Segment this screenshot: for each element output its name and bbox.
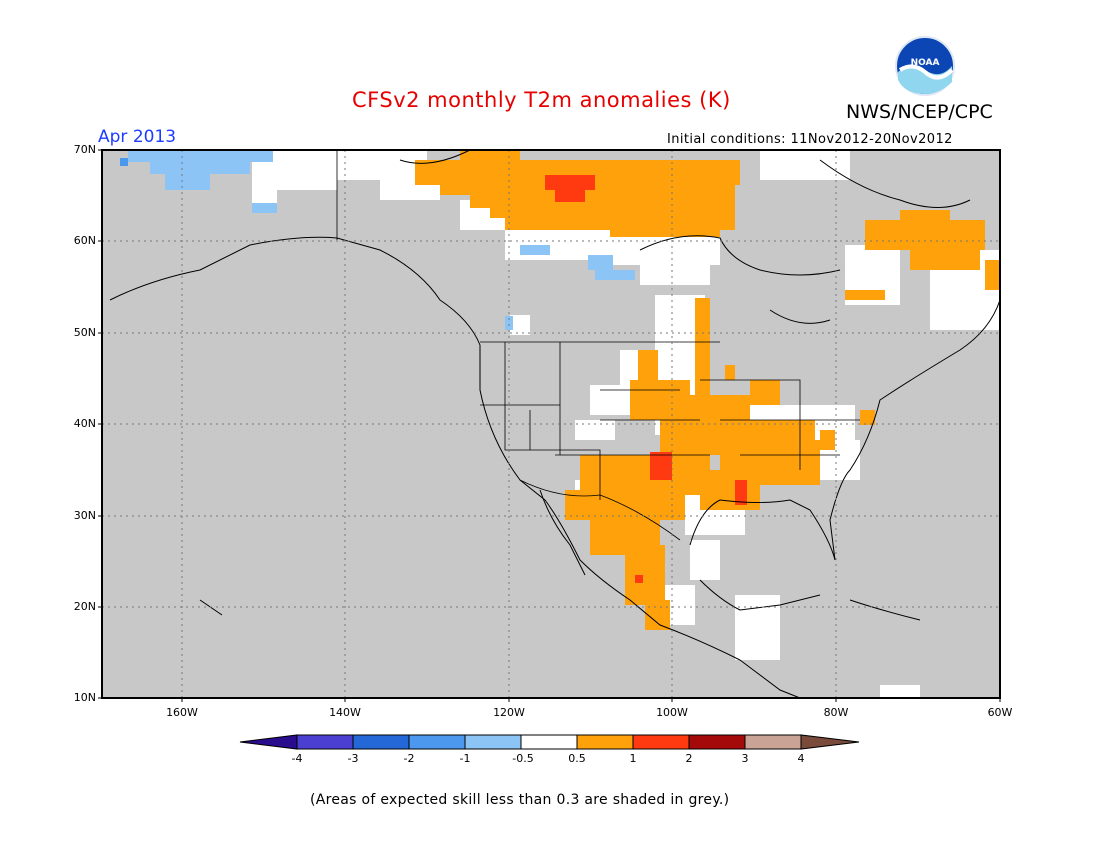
- colorbar-label: 1: [629, 752, 637, 765]
- lat-label: 20N: [73, 600, 96, 613]
- colorbar-label: -2: [403, 752, 415, 765]
- colorbar-swatch: [576, 734, 634, 750]
- lat-label: 70N: [73, 143, 96, 156]
- colorbar-swatch: [520, 734, 578, 750]
- colorbar-label: 0.5: [568, 752, 586, 765]
- lat-label: 30N: [73, 509, 96, 522]
- lat-label: 60N: [73, 234, 96, 247]
- noaa-logo-text: NOAA: [911, 58, 940, 68]
- chart-title: CFSv2 monthly T2m anomalies (K): [352, 88, 731, 112]
- coastlines: [109, 149, 1001, 699]
- initial-conditions: Initial conditions: 11Nov2012-20Nov2012: [667, 132, 953, 147]
- lon-label: 120W: [493, 706, 525, 719]
- lon-label: 160W: [166, 706, 198, 719]
- lon-label: 140W: [329, 706, 361, 719]
- colorbar-swatch: [296, 734, 354, 750]
- colorbar-label: 3: [741, 752, 749, 765]
- cool-anomaly-regions: [128, 150, 635, 330]
- cool-anomaly-cell: [120, 158, 128, 166]
- skill-footnote: (Areas of expected skill less than 0.3 a…: [310, 792, 730, 808]
- colorbar-swatch: [744, 734, 802, 750]
- graticule: [102, 150, 1000, 698]
- colorbar-swatch: [352, 734, 410, 750]
- colorbar-label: 2: [685, 752, 693, 765]
- lat-label: 10N: [73, 691, 96, 704]
- colorbar-swatch: [408, 734, 466, 750]
- colorbar-label: -3: [347, 752, 359, 765]
- forecast-month: Apr 2013: [98, 127, 177, 147]
- colorbar-swatch: [464, 734, 522, 750]
- lon-label: 60W: [987, 706, 1013, 719]
- axis-ticks: [98, 149, 1001, 702]
- colorbar-label: -0.5: [512, 752, 534, 765]
- lon-label: 80W: [823, 706, 849, 719]
- colorbar-swatch: [632, 734, 690, 750]
- political-borders: [336, 150, 860, 541]
- colorbar-min-arrow: [239, 734, 298, 750]
- strong-warm-anomaly-regions: [545, 175, 747, 583]
- lat-label: 50N: [73, 326, 96, 339]
- map-panel: [98, 149, 1001, 702]
- noaa-logo-icon: NOAA: [895, 36, 955, 96]
- colorbar-swatch: [688, 734, 746, 750]
- colorbar-max-arrow: [800, 734, 860, 750]
- colorbar-label: 4: [797, 752, 805, 765]
- colorbar-label: -4: [291, 752, 303, 765]
- colorbar: [239, 734, 860, 750]
- agency-label: NWS/NCEP/CPC: [846, 101, 993, 123]
- colorbar-label: -1: [459, 752, 471, 765]
- lon-label: 100W: [656, 706, 688, 719]
- lat-label: 40N: [73, 417, 96, 430]
